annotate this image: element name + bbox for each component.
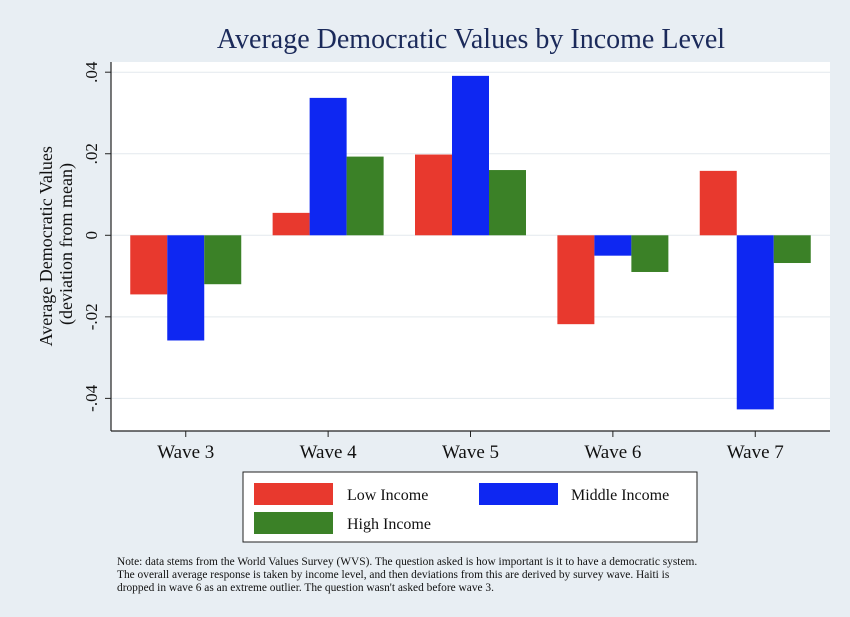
footnote: Note: data stems from the World Values S… [117,556,837,595]
y-tick-label: -.02 [82,303,101,330]
legend-swatch-high-income [254,512,333,534]
bar-high-income [631,235,669,272]
bars [130,75,811,410]
chart-title: Average Democratic Values by Income Leve… [217,24,725,55]
legend-label-middle-income: Middle Income [571,487,669,504]
y-tick-label: .04 [82,61,101,83]
bar-high-income [773,235,811,264]
y-tick-label: .02 [82,143,101,164]
footnote-line-1: Note: data stems from the World Values S… [117,556,698,568]
x-tick-label: Wave 4 [300,442,358,463]
bar-middle-income [736,235,774,410]
legend-label-low-income: Low Income [347,487,428,504]
legend-swatch-middle-income [479,483,558,505]
legend-label-high-income: High Income [347,516,431,533]
bar-low-income [130,235,168,295]
footnote-line-3: dropped in wave 6 as an extreme outlier.… [117,582,494,594]
x-tick-label: Wave 7 [727,442,784,463]
bar-low-income [415,154,452,236]
bar-low-income [557,235,595,325]
legend: Low Income Middle Income High Income [242,471,698,543]
bar-high-income [204,235,242,285]
legend-swatch-low-income [254,483,333,505]
bar-high-income [346,156,384,236]
bar-low-income [699,170,737,236]
y-tick-label: 0 [82,231,101,240]
bar-middle-income [452,75,489,236]
bar-middle-income [594,235,632,256]
x-tick-label: Wave 3 [157,442,214,463]
footnote-line-2: The overall average response is taken by… [117,569,670,581]
bar-middle-income [167,235,205,341]
axes: -.04 -.02 0 .02 .04 Wave 3 Wave 4 Wave 5 Wave 6 W… [82,61,830,463]
y-axis-label: Average Democratic Values (deviation fro… [36,142,77,347]
y-tick-label: -.04 [82,384,101,411]
y-axis-label-line-2: (deviation from mean) [56,163,77,325]
bar-high-income [489,170,526,236]
x-tick-label: Wave 6 [584,442,641,463]
bar-middle-income [309,97,347,236]
bar-low-income [272,212,310,236]
y-axis-label-line-1: Average Democratic Values [36,146,56,346]
x-tick-label: Wave 5 [442,442,499,463]
